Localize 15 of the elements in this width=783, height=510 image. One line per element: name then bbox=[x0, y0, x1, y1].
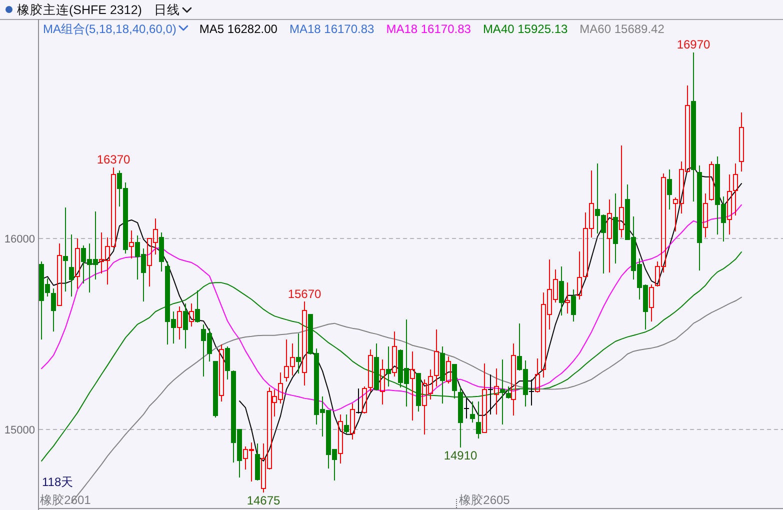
y-tick-label: 16000 bbox=[4, 234, 35, 246]
annotation: 16970 bbox=[676, 38, 711, 52]
chart-subtitle: 日线 bbox=[154, 3, 180, 17]
y-tick-label: 15000 bbox=[4, 424, 35, 436]
annotation: 16370 bbox=[96, 152, 131, 167]
annotation: 15670 bbox=[288, 286, 322, 301]
legend-title: MA组合(5,18,18,40,60,0) bbox=[43, 22, 176, 36]
line-series bbox=[41, 251, 742, 462]
annotation: 118天 bbox=[42, 475, 74, 489]
legend: MA组合(5,18,18,40,60,0) MA5 16282.00 MA18 16170.83 MA18 16170.83 MA40 15925.13 MA60 15689.42 bbox=[43, 22, 664, 36]
legend-label: MA18 16170.83 bbox=[289, 22, 375, 36]
x-tick-label: 橡胶2605 bbox=[459, 493, 510, 507]
chart-title: 橡胶主连(SHFE 2312) bbox=[17, 2, 142, 17]
annotation: 14675 bbox=[246, 494, 281, 508]
annotation: 14910 bbox=[444, 448, 478, 463]
